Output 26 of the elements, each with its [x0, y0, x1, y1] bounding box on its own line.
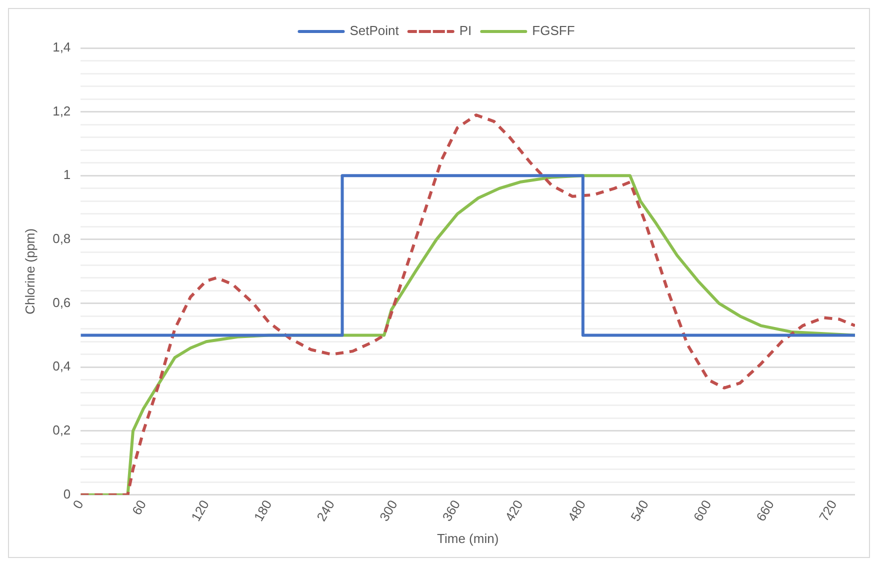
x-tick-label: 60: [128, 498, 150, 518]
x-tick-label: 720: [816, 498, 840, 524]
legend-label: PI: [459, 23, 472, 38]
x-tick-label: 600: [690, 498, 714, 524]
x-tick-label: 180: [250, 498, 275, 524]
y-tick-label: 0,6: [52, 294, 71, 310]
x-tick-label: 660: [753, 498, 777, 524]
x-axis-title: Time (min): [437, 530, 499, 546]
y-tick-label: 1,2: [52, 103, 71, 118]
y-tick-label: 1,4: [52, 40, 71, 55]
y-tick-label: 1: [63, 167, 71, 182]
y-tick-label: 0,2: [52, 422, 71, 438]
x-tick-label: 360: [439, 498, 464, 524]
legend-label: SetPoint: [350, 23, 400, 38]
x-tick-label: 240: [314, 498, 338, 524]
legend-label: FGSFF: [532, 23, 575, 38]
line-series: [80, 114, 855, 495]
y-tick-label: 0,4: [52, 358, 71, 374]
x-tick-label: 300: [376, 498, 400, 524]
y-tick-label: 0: [63, 486, 71, 502]
x-tick-label: 420: [502, 498, 526, 524]
y-axis-title: Chlorine (ppm): [22, 228, 38, 314]
x-tick-label: 540: [628, 498, 652, 524]
y-tick-label: 0,8: [52, 231, 71, 246]
x-tick-label: 480: [564, 498, 589, 524]
x-tick-label: 120: [188, 498, 212, 524]
